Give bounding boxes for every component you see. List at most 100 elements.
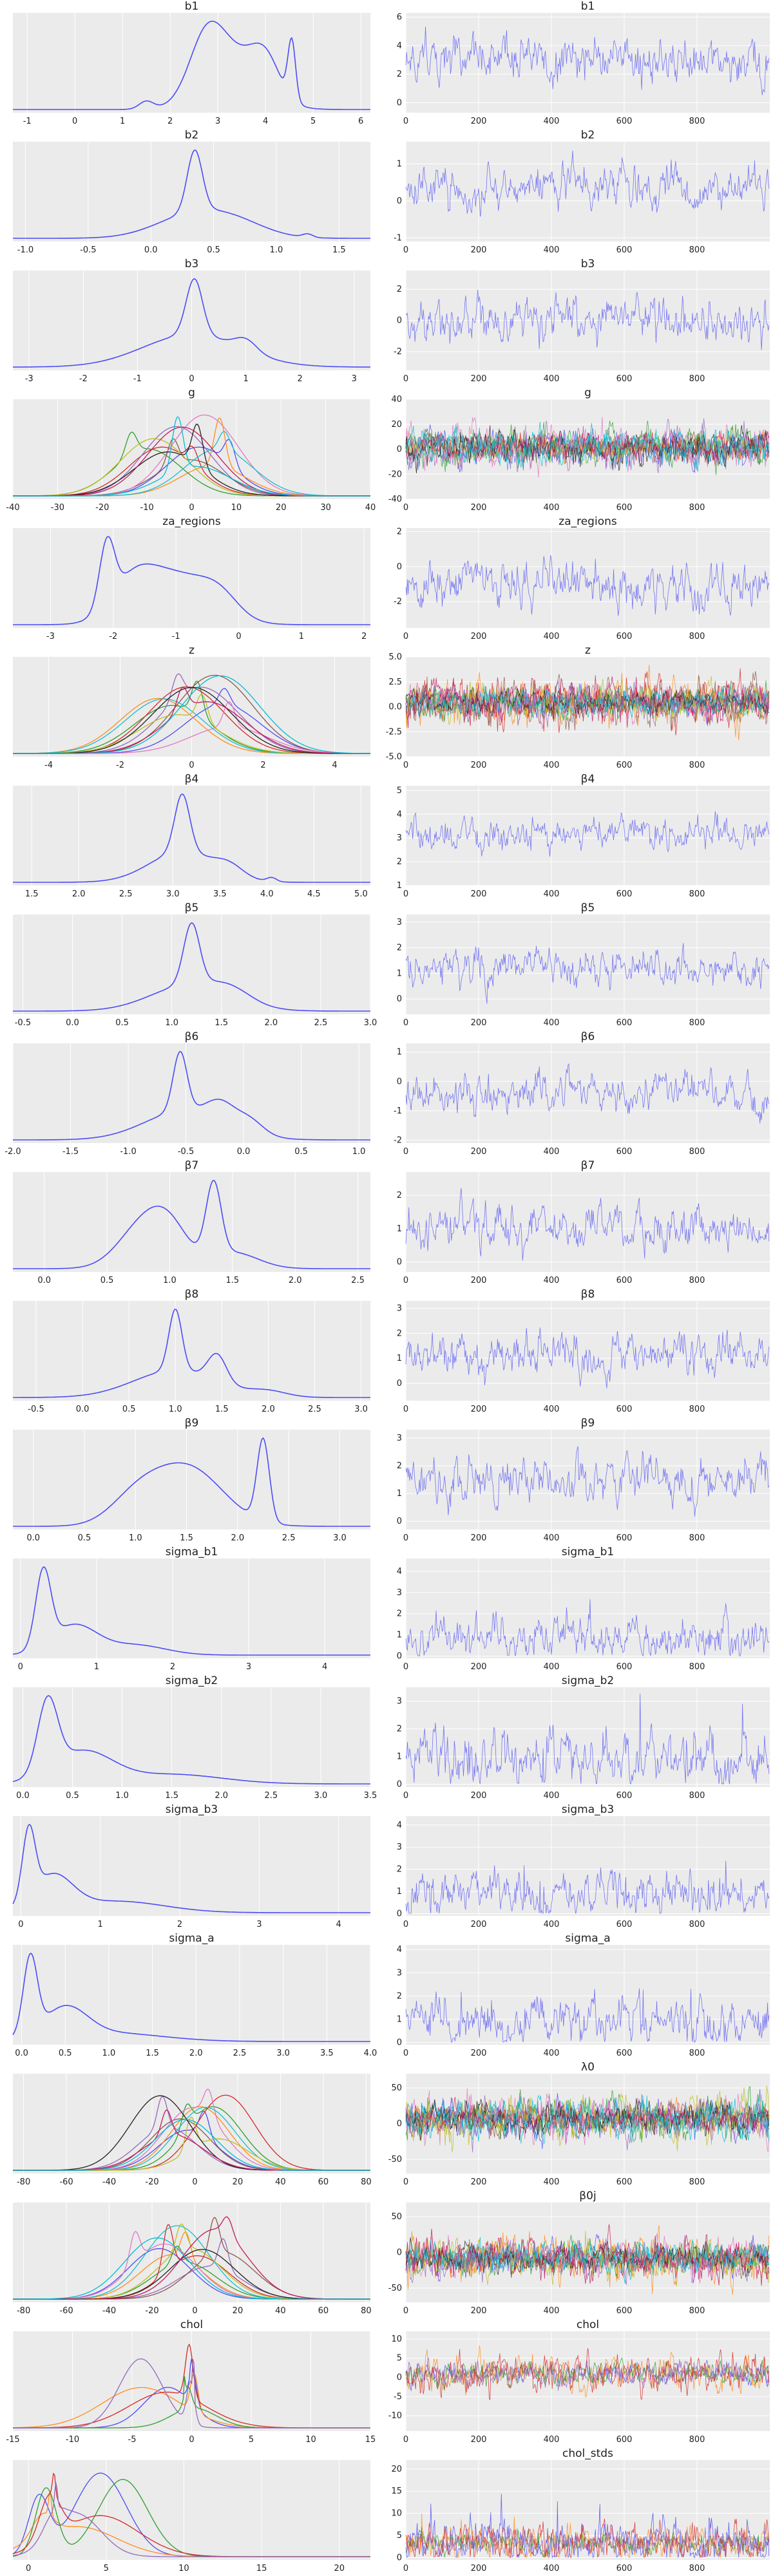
x-tick-label: 0.5 [100,1276,114,1285]
plot-background [13,1172,370,1272]
x-tick-label: -40 [102,2306,116,2316]
g-trace-panel: g0 200 400 600 800-40-2002040 [388,386,770,513]
x-tick-label: 200 [471,761,487,770]
x-tick-label: 0.0 [26,1533,40,1543]
panel-title: β9 [581,1417,595,1430]
β0j-trace-panel: β0j0 200 400 600 800-50050 [388,2190,770,2316]
x-tick-label: 2.5 [264,1791,278,1801]
x-tick-label: 800 [689,889,705,899]
x-tick-label: 600 [616,503,633,513]
β5-trace-panel: β50 200 400 600 8000123 [397,902,770,1028]
x-tick-label: 2.0 [262,1405,275,1414]
x-tick-label: -1 [23,117,32,126]
x-tick-label: 10 [305,2435,316,2445]
x-tick-label: 800 [689,374,705,384]
x-tick-label: 3.5 [364,1791,377,1801]
y-tick-label: 2 [397,1725,402,1734]
x-tick-label: 0.5 [59,2049,72,2058]
x-tick-label: 60 [318,2306,329,2316]
x-tick-label: 200 [471,632,487,641]
x-tick-label: 0.0 [37,1276,51,1285]
x-tick-label: 600 [616,632,633,641]
x-tick-label: -1 [133,374,142,384]
y-tick-label: 0 [397,562,402,572]
x-tick-label: -10 [66,2435,79,2445]
x-tick-label: 600 [616,761,633,770]
y-tick-label: 0 [397,1780,402,1790]
x-tick-label: 0.5 [66,1791,79,1801]
y-tick-label: -5.0 [386,752,402,762]
y-tick-label: 1 [397,1048,402,1057]
x-tick-label: 10 [178,2564,189,2573]
plot-background [13,13,370,113]
y-tick-label: -50 [388,2284,402,2293]
x-tick-label: 4 [263,117,268,126]
plot-background [13,1816,370,1916]
β8-density-panel: β8-0.5 0.0 0.5 1.0 1.5 2.0 2.5 3.0 [13,1288,370,1414]
x-tick-label: 200 [471,245,487,255]
x-tick-label: 0.5 [207,245,220,255]
x-tick-label: 0 [403,1276,408,1285]
β7-density-panel: β70.0 0.5 1.0 1.5 2.0 2.5 [13,1159,370,1285]
panel-title: b2 [185,129,199,142]
y-tick-label: 1 [397,1752,402,1762]
sigma_a-density-panel: sigma_a0.0 0.5 1.0 1.5 2.0 2.5 3.0 3.5 4.0 [13,1932,377,2058]
y-tick-label: 50 [391,2083,402,2093]
y-tick-label: 2 [397,1865,402,1875]
x-tick-label: 60 [318,2177,329,2187]
x-tick-label: 3.0 [314,1791,328,1801]
x-tick-label: -15 [6,2435,19,2445]
x-tick-label: 800 [689,117,705,126]
plot-background [13,528,370,628]
b3-trace-panel: b3 0 200 400 600 800 -2 0 2 [394,258,770,384]
b3-density-panel: b3-3 -2 -1 0 1 2 3 [13,258,370,384]
x-tick-label: 400 [544,503,560,513]
panel-title: sigma_b2 [166,1674,218,1687]
x-tick-label: 0.0 [66,1018,79,1028]
x-tick-label: -1.5 [62,1147,79,1157]
x-tick-label: 600 [616,2435,633,2445]
y-tick-label: -1 [394,233,402,243]
chol-density-panel: chol -15 -10 -5 0 5 10 15 [6,2318,376,2445]
x-tick-label: 3 [352,374,357,384]
x-tick-label: 600 [616,2177,633,2187]
x-tick-label: 4.5 [307,889,321,899]
x-tick-label: 400 [544,2306,560,2316]
y-tick-label: -2 [394,347,402,357]
x-tick-label: 400 [544,1018,560,1028]
plot-background [406,1816,770,1916]
x-tick-label: -3 [46,632,55,641]
y-tick-label: 10 [391,2334,402,2344]
panel-title: za_regions [558,515,617,528]
x-tick-label: 2.5 [233,2049,247,2058]
y-tick-label: 1 [397,159,402,169]
sigma_b2-trace-panel: sigma_b2 0 200 400 600 800 0 1 2 3 [397,1674,770,1801]
y-tick-label: 3 [397,918,402,927]
x-tick-label: 200 [471,1405,487,1414]
x-tick-label: 4.0 [260,889,274,899]
x-tick-label: 800 [689,1147,705,1157]
x-tick-label: 0.5 [115,1018,129,1028]
y-tick-label: 3 [397,1697,402,1707]
x-tick-label: -20 [145,2177,158,2187]
panel-title: g [188,386,195,399]
sigma_b1-density-panel: sigma_b10 1 2 3 4 [13,1546,370,1672]
y-tick-label: 2 [397,1461,402,1471]
x-tick-label: -1.0 [17,245,33,255]
panel-title: b3 [185,258,199,270]
x-tick-label: 2.5 [119,889,133,899]
y-tick-label: 0 [397,2248,402,2258]
panel-title: za_regions [162,515,221,528]
x-tick-label: -0.5 [80,245,96,255]
x-tick-label: 30 [320,503,331,513]
x-tick-label: 2.0 [264,1018,278,1028]
y-tick-label: 3 [397,1968,402,1978]
x-tick-label: 0.5 [294,1147,308,1157]
β0j-density-panel: -80 -60 -40 -20 0 20 40 60 80 [13,2202,372,2316]
x-tick-label: -3 [25,374,33,384]
panel-title: β9 [185,1417,199,1430]
y-tick-label: 0 [397,1909,402,1919]
plot-background [406,1301,770,1401]
x-tick-label: 1 [299,632,304,641]
x-tick-label: -80 [17,2306,30,2316]
